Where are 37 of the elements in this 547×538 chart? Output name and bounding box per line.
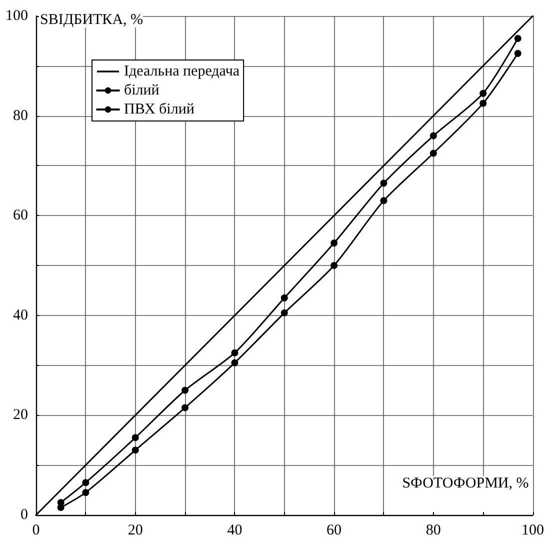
x-axis-title: SФОТОФОРМИ, % [402, 476, 529, 492]
point [480, 90, 487, 97]
point [231, 349, 238, 356]
y-tick-label: 20 [13, 407, 28, 424]
point [132, 446, 139, 454]
x-tick-label: 0 [32, 522, 40, 538]
point [514, 34, 522, 42]
point [280, 309, 288, 316]
y-tick-label: 80 [13, 108, 28, 124]
y-tick-label: 100 [6, 8, 28, 24]
point [280, 294, 288, 302]
y-tick-label: 60 [13, 208, 28, 224]
point [380, 197, 388, 204]
y-tick-label: 40 [13, 307, 28, 324]
point [430, 150, 437, 157]
point [330, 240, 338, 247]
y-tick-label: 0 [20, 507, 28, 523]
point [82, 479, 90, 486]
point [330, 262, 338, 269]
point [182, 386, 189, 394]
point [514, 50, 522, 57]
x-tick-label: 60 [326, 522, 342, 538]
legend-label: білий [124, 82, 160, 98]
x-tick-label: 80 [426, 522, 441, 538]
legend-label: Ідеальна передача [124, 64, 240, 80]
x-tick-label: 100 [522, 522, 544, 538]
x-tick-label: 40 [227, 522, 242, 538]
point [182, 404, 189, 412]
point [132, 434, 139, 442]
point [231, 359, 238, 366]
point [82, 489, 90, 496]
x-tick-label: 20 [128, 522, 143, 538]
point [430, 132, 437, 140]
legend-label: ПВХ білий [124, 102, 194, 118]
point [380, 180, 388, 187]
point [480, 100, 487, 107]
y-axis-title: SВІДБИТКА, % [40, 12, 144, 28]
